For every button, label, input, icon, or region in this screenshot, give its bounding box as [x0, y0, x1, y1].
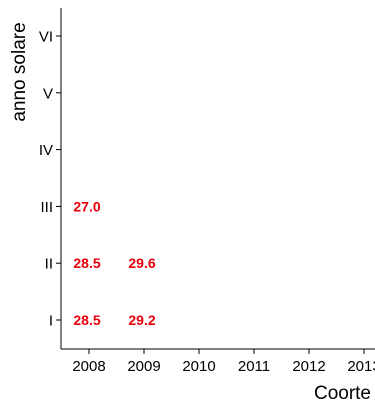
x-tick-label: 2011	[238, 358, 270, 375]
x-tick-label: 2008	[72, 358, 105, 375]
x-axis-title: Coorte	[314, 383, 371, 404]
y-tick-label: III	[40, 199, 53, 216]
plot-frame	[60, 8, 375, 350]
y-axis-title: anno solare	[9, 22, 30, 121]
y-tick-label: II	[45, 256, 53, 273]
data-labels: 28.5 29.2 28.5 29.6 27.0	[73, 198, 155, 328]
cell-value-label: 29.6	[128, 255, 155, 271]
cell-value-label: 28.5	[73, 312, 100, 328]
x-axis-ticks: 2008 2009 2010 2011 2012 2013	[72, 349, 375, 375]
y-tick-label: IV	[39, 142, 53, 159]
y-tick-label: V	[43, 85, 53, 102]
cell-value-label: 27.0	[73, 198, 100, 214]
x-tick-label: 2013	[347, 358, 375, 375]
x-tick-label: 2009	[127, 358, 160, 375]
y-tick-label: VI	[39, 29, 53, 46]
x-tick-label: 2010	[182, 358, 215, 375]
cell-value-label: 28.5	[73, 255, 100, 271]
y-tick-label: I	[49, 313, 53, 330]
x-tick-label: 2012	[292, 358, 325, 375]
cell-value-label: 29.2	[128, 312, 155, 328]
